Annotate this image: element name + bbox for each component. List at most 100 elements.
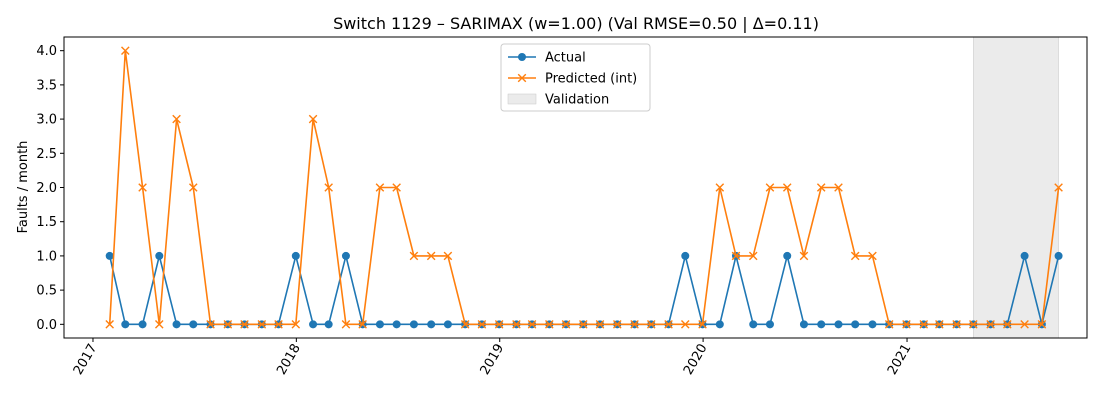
y-tick-label: 1.0 [36, 249, 57, 264]
predicted-point [561, 320, 571, 329]
predicted-point-stroke [1054, 183, 1063, 192]
predicted-point-stroke [443, 251, 453, 261]
predicted-point [834, 183, 843, 192]
predicted-point [545, 320, 554, 329]
predicted-point-stroke [952, 320, 961, 329]
legend-label: Actual [545, 51, 586, 66]
predicted-point [595, 320, 605, 329]
predicted-point [443, 251, 453, 261]
predicted-point [341, 320, 351, 329]
actual-point [121, 320, 130, 329]
predicted-point-stroke [358, 320, 367, 329]
predicted-point [715, 183, 725, 192]
y-tick-label: 4.0 [36, 44, 57, 59]
predicted-point [494, 320, 504, 329]
predicted-point [579, 320, 588, 329]
legend-box [500, 43, 651, 112]
predicted-point [120, 46, 130, 55]
predicted-point-stroke [105, 320, 114, 329]
actual-point [749, 320, 758, 329]
predicted-point-stroke [138, 183, 147, 192]
predicted-point [138, 183, 147, 192]
predicted-point-stroke [494, 320, 504, 329]
predicted-point [477, 320, 487, 329]
predicted-point-stroke [274, 320, 283, 329]
actual-point [1054, 251, 1063, 260]
predicted-point [308, 114, 318, 124]
predicted-point-stroke [816, 183, 826, 192]
predicted-point [1003, 320, 1012, 329]
predicted-point-stroke [223, 320, 233, 329]
y-tick-label: 0.0 [36, 318, 57, 333]
actual-point [817, 320, 826, 329]
actual-point [851, 320, 860, 329]
predicted-point-stroke [748, 251, 758, 261]
predicted-point [698, 320, 707, 329]
predicted-point-stroke [969, 320, 978, 329]
predicted-point-stroke [545, 320, 554, 329]
predicted-point-stroke [986, 320, 995, 329]
legend-marker-x [517, 73, 527, 83]
predicted-point [154, 320, 164, 329]
predicted-point-stroke [120, 46, 130, 55]
predicted-point [172, 114, 181, 124]
predicted-point [409, 251, 419, 261]
predicted-point-stroke [257, 320, 267, 329]
predicted-point-stroke [409, 251, 419, 261]
predicted-point-stroke [375, 183, 385, 192]
predicted-point-stroke [561, 320, 571, 329]
y-tick-label: 2.0 [36, 181, 57, 196]
predicted-point [748, 251, 758, 261]
actual-point [138, 320, 147, 329]
predicted-point-stroke [884, 320, 894, 329]
actual-point [155, 251, 164, 260]
predicted-point-stroke [919, 320, 929, 329]
predicted-point [274, 320, 283, 329]
predicted-point [105, 320, 114, 329]
predicted-point-stroke [512, 320, 521, 329]
actual-point [324, 320, 333, 329]
predicted-point-stroke [527, 320, 537, 329]
axes-frame [63, 36, 1088, 339]
actual-point [409, 320, 418, 329]
legend-marker-circle [518, 53, 526, 61]
predicted-point [1054, 183, 1063, 192]
legend: Actual Predicted (int) Validation [500, 43, 651, 112]
predicted-point [358, 320, 367, 329]
predicted-point [188, 183, 198, 192]
y-axis-label: Faults / month [16, 141, 31, 234]
predicted-point [816, 183, 826, 192]
predicted-point-stroke [341, 320, 351, 329]
actual-point [799, 320, 808, 329]
predicted-point-stroke [188, 183, 198, 192]
y-tick-label: 0.5 [36, 284, 57, 299]
actual-point [105, 251, 114, 260]
predicted-point-stroke [460, 320, 470, 329]
actual-point [392, 320, 401, 329]
y-tick-label: 3.0 [36, 113, 57, 128]
predicted-point-stroke [240, 320, 249, 329]
predicted-point [884, 320, 894, 329]
y-tick-label: 2.5 [36, 147, 57, 162]
predicted-point-stroke [646, 320, 656, 329]
actual-point [341, 251, 350, 260]
predicted-point [240, 320, 249, 329]
actual-point [834, 320, 843, 329]
actual-point [427, 320, 436, 329]
actual-point [443, 320, 452, 329]
actual-point [291, 251, 300, 260]
predicted-point [1037, 320, 1047, 329]
predicted-point-stroke [206, 320, 215, 329]
y-tick-label: 1.5 [36, 215, 57, 230]
predicted-point-stroke [477, 320, 487, 329]
predicted-point-stroke [765, 183, 775, 192]
predicted-point-stroke [426, 251, 436, 261]
predicted-point-stroke [935, 320, 944, 329]
predicted-point-stroke [834, 183, 843, 192]
actual-point [189, 320, 198, 329]
predicted-point [799, 251, 809, 261]
legend-label: Predicted (int) [545, 72, 637, 87]
y-tick-label: 3.5 [36, 78, 57, 93]
predicted-point-stroke [595, 320, 605, 329]
